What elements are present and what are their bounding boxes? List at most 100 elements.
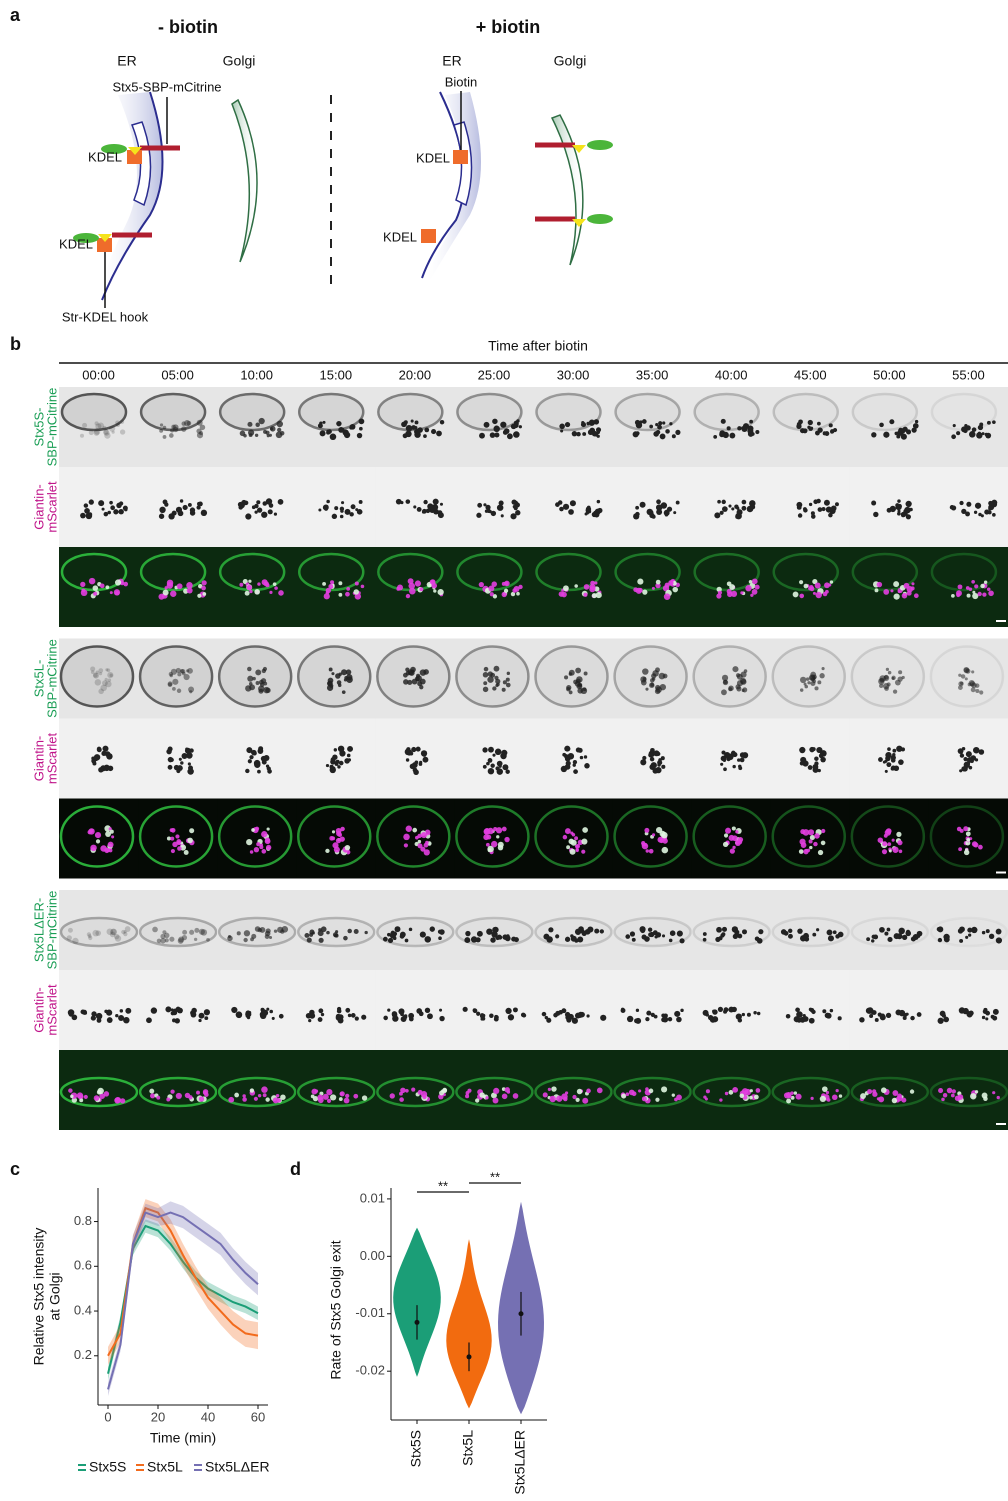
golgi-puncta [105,585,109,589]
golgi-puncta [879,684,883,688]
golgi-puncta [740,1093,745,1098]
golgi-puncta [262,1011,267,1016]
golgi-puncta [549,1096,555,1102]
golgi-puncta [505,770,509,774]
golgi-puncta [800,428,805,433]
golgi-puncta [245,591,250,596]
golgi-puncta [877,582,882,587]
golgi-puncta [69,1012,74,1017]
golgi-puncta [741,753,744,756]
golgi-puncta [898,759,904,765]
golgi-puncta [813,764,819,770]
golgi-puncta [548,927,553,932]
golgi-puncta [269,591,272,594]
image-bg [534,970,614,1050]
golgi-puncta [72,938,78,944]
golgi-puncta [731,507,734,510]
golgi-puncta [304,933,309,938]
golgi-puncta [982,592,986,596]
golgi-puncta [345,592,350,597]
golgi-puncta [330,433,337,440]
golgi-puncta [411,425,416,430]
golgi-puncta [160,423,163,426]
micrograph [59,467,139,547]
golgi-puncta [819,673,824,678]
golgi-puncta [490,937,495,942]
golgi-puncta [179,758,182,761]
label: ER [442,53,461,69]
golgi-puncta [180,499,183,502]
golgi-puncta [307,937,312,942]
golgi-puncta [493,827,497,831]
error-band [108,1219,258,1380]
golgi-puncta [425,841,429,845]
micrograph [454,890,534,970]
golgi-puncta [108,842,114,848]
golgi-puncta [902,676,905,679]
golgi-puncta [953,424,956,427]
golgi-puncta [892,1090,898,1096]
golgi-puncta [658,421,662,425]
golgi-puncta [199,431,203,435]
golgi-puncta [584,584,590,590]
golgi-puncta [563,504,569,510]
golgi-puncta [643,677,647,681]
micrograph [59,719,139,799]
golgi-puncta [799,594,804,599]
golgi-puncta [180,761,183,764]
micrograph [375,467,455,547]
image-bg [929,467,1008,547]
golgi-puncta [887,937,892,942]
golgi-puncta [505,1008,511,1014]
golgi-puncta [581,839,587,845]
golgi-puncta [655,689,661,695]
label: Golgi [554,53,587,69]
micrograph [534,799,614,879]
citrine [587,140,613,150]
micrograph [692,639,772,719]
golgi-puncta [898,928,905,935]
golgi-puncta [740,591,743,594]
golgi-puncta [648,928,652,932]
golgi-puncta [580,756,583,759]
golgi-puncta [188,503,192,507]
golgi-puncta [411,1087,415,1091]
golgi-puncta [977,592,981,596]
image-bg [296,1050,376,1130]
golgi-puncta [897,510,900,513]
figure: a - biotin + biotin ER Golgi ER Golgi KD… [0,0,1008,1501]
golgi-puncta [80,513,86,519]
golgi-puncta [563,1097,567,1101]
golgi-puncta [564,675,568,679]
golgi-puncta [809,846,812,849]
golgi-puncta [267,827,270,830]
golgi-puncta [911,582,914,585]
golgi-puncta [577,1089,583,1095]
golgi-puncta [497,935,502,940]
golgi-puncta [124,508,127,511]
golgi-puncta [810,427,813,430]
image-bg [217,719,297,799]
golgi-puncta [171,669,177,675]
golgi-puncta [815,583,821,589]
golgi-puncta [720,763,723,766]
micrograph [929,970,1008,1050]
golgi-puncta [722,927,727,932]
golgi-puncta [246,839,252,845]
golgi-puncta [437,510,442,515]
condition-title: - biotin [158,17,218,37]
golgi-puncta [555,502,560,507]
golgi-puncta [818,507,823,512]
golgi-puncta [650,678,655,683]
golgi-puncta [277,421,283,427]
golgi-puncta [518,585,522,589]
cell-outline [931,647,1003,707]
golgi-puncta [722,675,728,681]
golgi-puncta [879,423,884,428]
golgi-puncta [644,843,647,846]
golgi-puncta [383,937,388,942]
golgi-puncta [600,1015,606,1021]
row-label: mScarlet [44,481,59,533]
golgi-puncta [755,585,760,590]
golgi-puncta [191,1008,197,1014]
